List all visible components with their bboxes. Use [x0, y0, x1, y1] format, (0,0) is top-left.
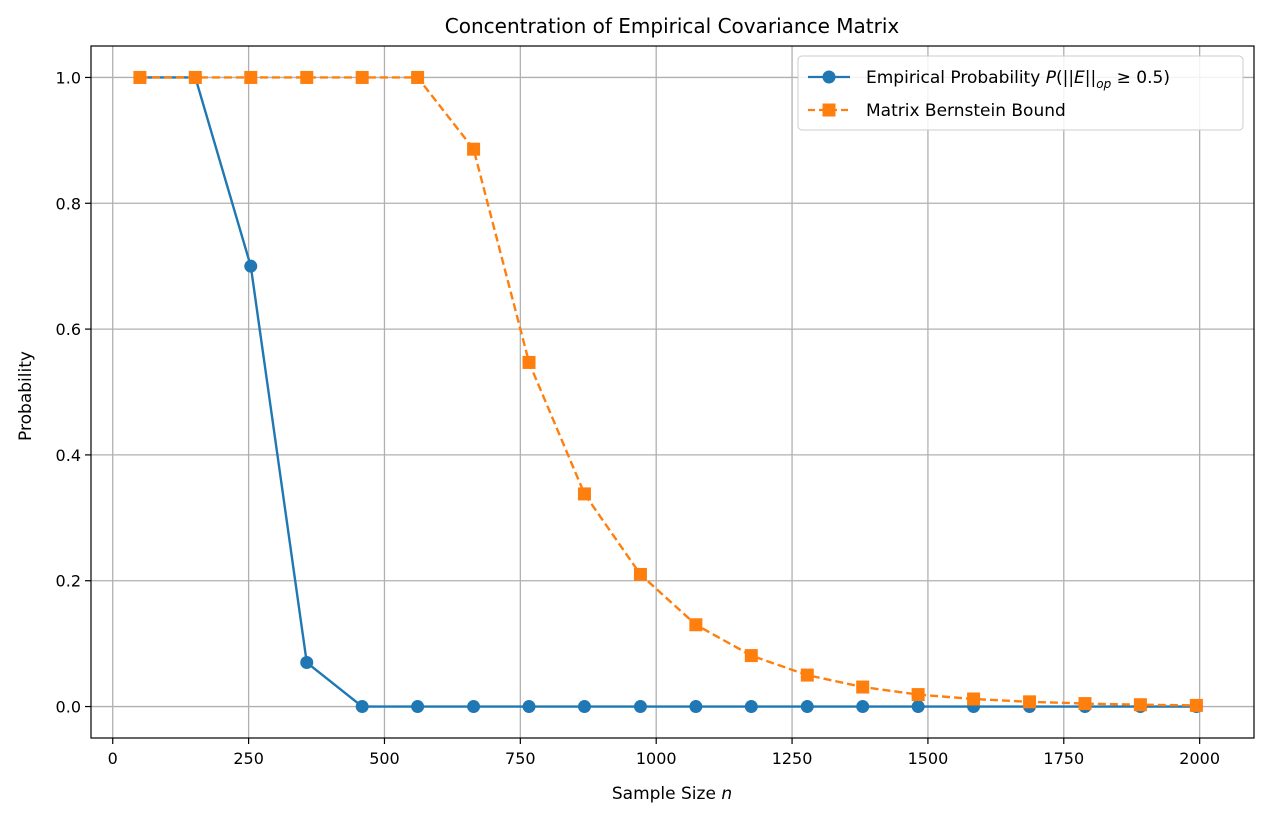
series-line	[139, 76, 1197, 708]
data-point	[1078, 697, 1092, 711]
data-point	[467, 142, 481, 156]
data-point	[1023, 695, 1037, 709]
plot-frame	[90, 45, 1255, 739]
y-tick-label: 0.0	[56, 698, 81, 717]
x-tick-label: 1750	[1043, 749, 1084, 768]
data-point	[244, 259, 258, 273]
data-point	[689, 700, 703, 714]
x-tick-label: 250	[233, 749, 264, 768]
data-point	[744, 649, 758, 663]
data-point	[355, 700, 369, 714]
series-line	[139, 76, 1197, 707]
data-point	[800, 668, 814, 682]
y-tick-label: 0.8	[56, 194, 81, 213]
x-tick-label: 500	[369, 749, 400, 768]
legend-entry-empirical: Empirical Probability P(||E||op ≥ 0.5)	[808, 68, 1170, 91]
data-point	[689, 618, 703, 632]
data-point	[856, 700, 870, 714]
x-axis-label-symbol: n	[721, 784, 732, 804]
data-point	[300, 70, 314, 84]
series-bernstein	[133, 70, 1203, 712]
x-axis-label: Sample Size n	[612, 784, 732, 804]
y-tick-label: 0.2	[56, 572, 81, 591]
data-point	[188, 70, 202, 84]
data-point	[411, 70, 425, 84]
legend-entry-bernstein: Matrix Bernstein Bound	[808, 101, 1066, 121]
y-tick-label: 1.0	[56, 68, 81, 87]
x-tick-label: 0	[108, 749, 118, 768]
data-point	[577, 700, 591, 714]
data-point	[800, 700, 814, 714]
data-point	[911, 700, 925, 714]
grid	[91, 46, 1254, 738]
data-point	[577, 487, 591, 501]
legend-marker-bernstein	[822, 103, 836, 117]
series-layer	[133, 70, 1203, 714]
data-point	[522, 355, 536, 369]
data-point	[744, 700, 758, 714]
legend: Empirical Probability P(||E||op ≥ 0.5) M…	[797, 55, 1244, 131]
data-point	[911, 688, 925, 702]
x-axis-label-text: Sample Size	[612, 784, 721, 804]
data-point	[411, 700, 425, 714]
x-tick-label: 1250	[772, 749, 813, 768]
data-point	[300, 656, 314, 670]
chart-title: Concentration of Empirical Covariance Ma…	[445, 14, 900, 38]
ticks: 0 250 500 750 1000 1250 1500 1750 2000 0.0 0.2 0.4 0…	[56, 68, 1220, 768]
data-point	[1189, 698, 1203, 712]
legend-marker-empirical	[822, 70, 836, 84]
legend-label-empirical: Empirical Probability P(||E||op ≥ 0.5)	[866, 68, 1170, 91]
data-point	[355, 70, 369, 84]
data-point	[522, 700, 536, 714]
legend-box	[797, 55, 1244, 131]
data-point	[633, 567, 647, 581]
data-point	[856, 680, 870, 694]
y-tick-label: 0.4	[56, 446, 81, 465]
data-point	[133, 70, 147, 84]
data-point	[1133, 698, 1147, 712]
series-empirical	[133, 70, 1203, 714]
x-tick-label: 2000	[1179, 749, 1220, 768]
x-tick-label: 1500	[908, 749, 949, 768]
x-tick-label: 1000	[636, 749, 677, 768]
data-point	[633, 700, 647, 714]
x-tick-label: 750	[505, 749, 536, 768]
legend-label-bernstein: Matrix Bernstein Bound	[866, 101, 1066, 121]
y-axis-label: Probability	[16, 351, 36, 441]
data-point	[467, 700, 481, 714]
y-tick-label: 0.6	[56, 320, 81, 339]
data-point	[967, 692, 981, 706]
data-point	[244, 70, 258, 84]
